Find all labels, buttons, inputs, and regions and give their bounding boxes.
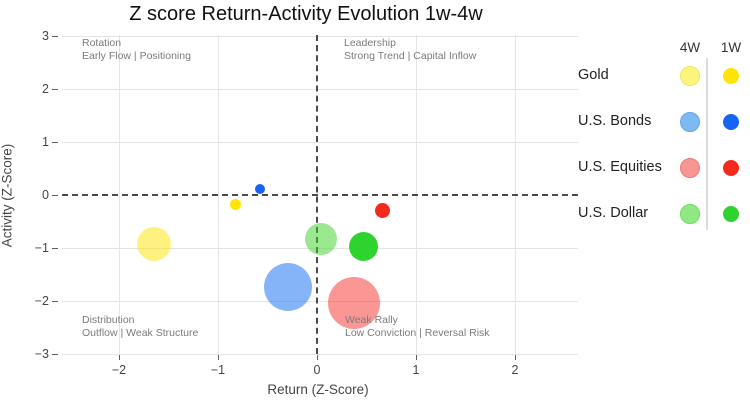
bubble-gold-4w[interactable] <box>136 227 171 262</box>
legend-marker-4w-u-s-equities[interactable] <box>680 158 700 178</box>
y-tick <box>52 300 58 302</box>
x-tick-label: 1 <box>412 363 420 377</box>
y-tick <box>52 35 58 37</box>
bubble-gold-1w[interactable] <box>230 198 242 210</box>
y-tick <box>52 353 58 355</box>
quadrant-title: Distribution <box>82 314 135 326</box>
legend-marker-4w-u-s-dollar[interactable] <box>680 204 700 224</box>
legend-label: U.S. Dollar <box>578 205 649 221</box>
legend-label: U.S. Equities <box>578 159 662 175</box>
bubble-u-s-bonds-1w[interactable] <box>254 184 265 195</box>
y-tick-label: 3 <box>42 29 49 43</box>
legend-col-header-1w: 1W <box>720 40 742 55</box>
quadrant-label-top-right: Leadership Strong Trend | Capital Inflow <box>344 37 476 63</box>
bubble-u-s-bonds-4w[interactable] <box>264 263 313 312</box>
x-tick-label: −2 <box>111 363 127 377</box>
legend-marker-1w-u-s-equities[interactable] <box>723 160 739 176</box>
y-tick-label: 1 <box>42 135 49 149</box>
bubble-u-s-equities-4w[interactable] <box>327 277 380 330</box>
gridline-horizontal <box>62 354 578 355</box>
legend-marker-4w-u-s-bonds[interactable] <box>680 112 700 132</box>
legend-col-header-4w: 4W <box>679 40 701 55</box>
legend-marker-1w-u-s-dollar[interactable] <box>723 206 739 222</box>
gridline-horizontal <box>62 142 578 143</box>
x-tick <box>316 355 318 360</box>
legend-label: U.S. Bonds <box>578 113 652 129</box>
gridline-horizontal <box>62 36 578 37</box>
quadrant-label-bottom-right: Weak Rally Low Conviction | Reversal Risk <box>345 314 490 340</box>
legend-divider <box>706 58 708 230</box>
y-tick-label: 2 <box>42 82 49 96</box>
x-tick <box>118 355 120 360</box>
quadrant-title: Leadership <box>344 37 396 49</box>
quadrant-label-top-left: Rotation Early Flow | Positioning <box>82 37 191 63</box>
y-tick-label: −1 <box>34 241 49 255</box>
y-tick <box>52 88 58 90</box>
y-tick <box>52 141 58 143</box>
x-tick <box>514 355 516 360</box>
gridline-horizontal <box>62 301 578 302</box>
quadrant-title: Rotation <box>82 37 122 49</box>
bubble-u-s-dollar-1w[interactable] <box>349 232 379 262</box>
quadrant-subtitle: Outflow | Weak Structure <box>82 327 199 339</box>
quadrant-subtitle: Early Flow | Positioning <box>82 50 191 62</box>
bubble-u-s-equities-1w[interactable] <box>374 203 390 219</box>
y-tick-label: −2 <box>34 294 49 308</box>
legend-marker-4w-gold[interactable] <box>680 66 700 86</box>
y-tick-label: 0 <box>42 188 49 202</box>
quadrant-label-bottom-left: Distribution Outflow | Weak Structure <box>82 314 198 340</box>
legend-label: Gold <box>578 67 609 83</box>
y-tick <box>52 247 58 249</box>
bubble-u-s-dollar-4w[interactable] <box>304 222 337 255</box>
y-tick-label: −3 <box>34 347 49 361</box>
x-tick-label: −1 <box>210 363 226 377</box>
x-tick-label: 0 <box>313 363 321 377</box>
y-tick <box>52 194 58 196</box>
gridline-horizontal <box>62 89 578 90</box>
chart-title: Z score Return-Activity Evolution 1w-4w <box>129 3 483 25</box>
quadrant-title: Weak Rally <box>345 314 398 326</box>
legend-marker-1w-u-s-bonds[interactable] <box>723 114 739 130</box>
zero-line-horizontal <box>62 194 578 196</box>
quadrant-subtitle: Low Conviction | Reversal Risk <box>345 327 490 339</box>
x-tick <box>415 355 417 360</box>
x-tick <box>217 355 219 360</box>
quadrant-subtitle: Strong Trend | Capital Inflow <box>344 50 477 62</box>
legend-marker-1w-gold[interactable] <box>723 68 739 84</box>
x-axis-title: Return (Z-Score) <box>267 382 369 397</box>
x-tick-label: 2 <box>511 363 519 377</box>
y-axis-title: Activity (Z-Score) <box>0 143 15 248</box>
